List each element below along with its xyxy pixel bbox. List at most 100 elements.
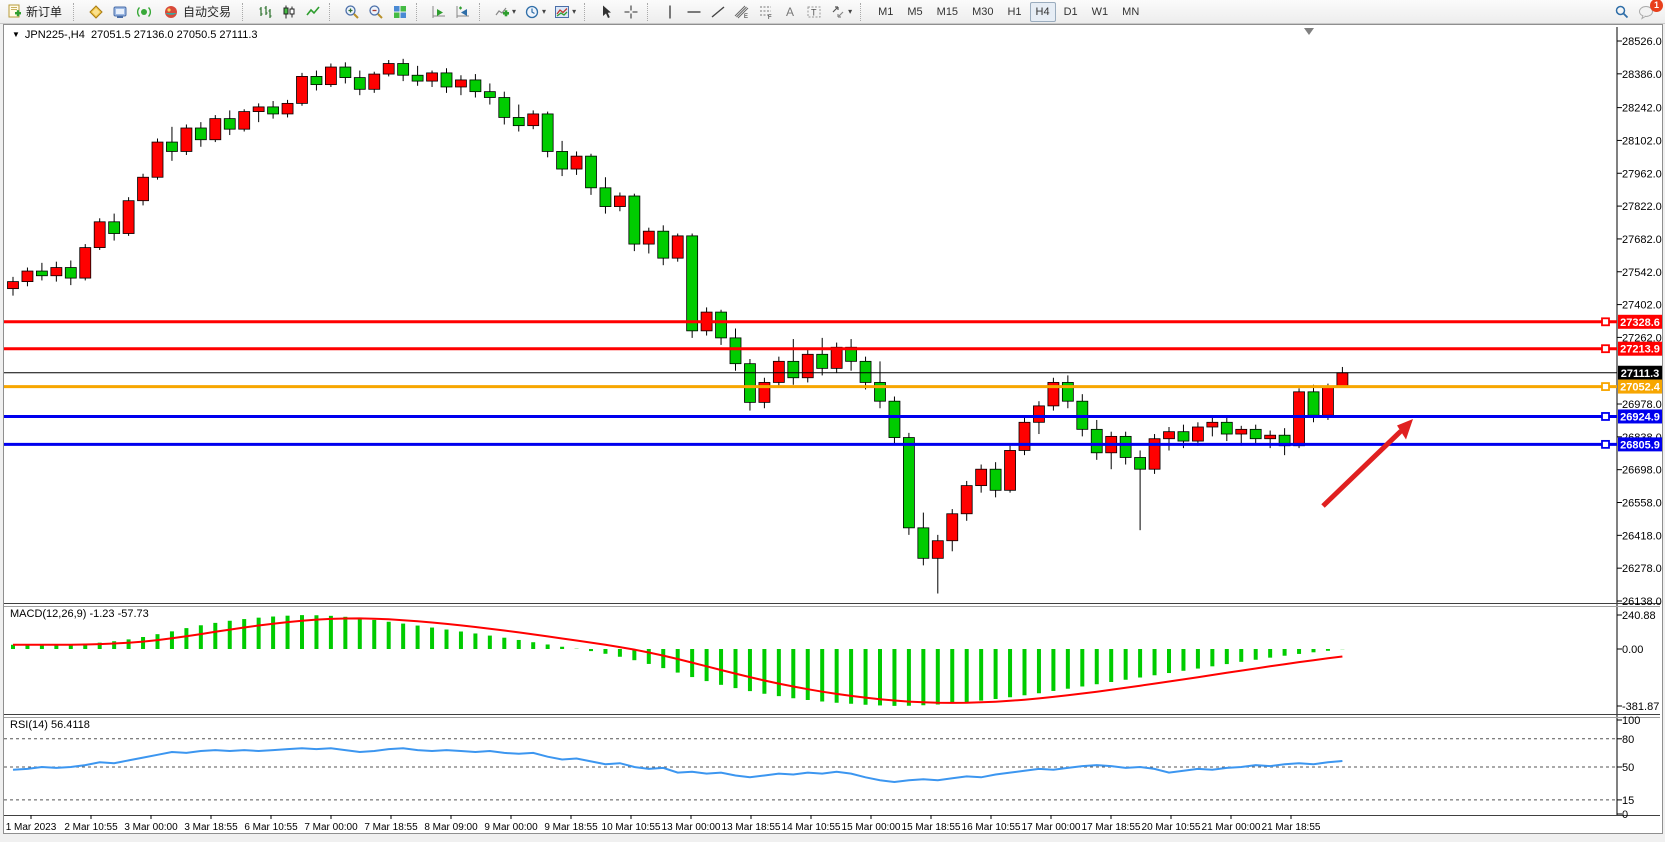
rsi-axis-label: 50: [1622, 762, 1634, 774]
zoom-out-button[interactable]: [365, 2, 387, 22]
candlestick-icon: [283, 5, 295, 18]
pivot-line-handle[interactable]: [1601, 382, 1610, 391]
bar-chart-button[interactable]: [254, 2, 276, 22]
notifications-button[interactable]: 1: [1635, 0, 1663, 22]
candle-bullish: [1264, 434, 1277, 440]
signal-button[interactable]: [133, 2, 155, 22]
gold-button[interactable]: [85, 2, 107, 22]
candle-bearish: [267, 106, 280, 115]
support-line-2-handle[interactable]: [1601, 439, 1610, 449]
candle-bearish: [874, 382, 886, 402]
equidistant-channel-button[interactable]: E: [731, 2, 753, 22]
search-button[interactable]: [1611, 2, 1633, 22]
arrow-annotation[interactable]: [1321, 419, 1413, 508]
new-order-label: 新订单: [26, 5, 63, 19]
new-order-button[interactable]: 新订单: [1, 2, 68, 22]
auto-scroll-button[interactable]: [428, 2, 450, 22]
support-line-1-handle[interactable]: [1601, 412, 1610, 421]
time-label: 7 Mar 18:55: [364, 822, 418, 833]
horizontal-line-button[interactable]: [683, 2, 705, 22]
vertical-line-button[interactable]: [659, 2, 681, 22]
candle-bearish: [1119, 435, 1132, 458]
templates-button[interactable]: ▾: [551, 2, 579, 22]
timeframe-h1[interactable]: H1: [1007, 5, 1022, 18]
price-tick-label: 26698.0: [1622, 465, 1662, 477]
timeframe-mn[interactable]: MN: [1122, 5, 1140, 18]
price-badge-text: 27111.3: [1621, 368, 1660, 380]
chart-canvas[interactable]: 28526.0 28386.0 28242.0 28102.0 27962.0 27822…: [4, 25, 1662, 833]
new-order-icon: [8, 4, 21, 18]
tile-windows-button[interactable]: [389, 2, 411, 22]
candle-bearish: [483, 91, 496, 98]
timeframe-h4[interactable]: H4: [1029, 1, 1056, 22]
zoom-out-icon: [369, 4, 383, 19]
candle-bearish: [498, 97, 511, 118]
separator: [242, 2, 250, 21]
chart-shift-button[interactable]: [452, 2, 474, 22]
candle-bearish: [744, 363, 756, 403]
crosshair-button[interactable]: [620, 2, 642, 22]
shapes-icon: [832, 5, 844, 18]
trendline-button[interactable]: [707, 2, 729, 22]
time-label: 2 Mar 10:55: [64, 822, 118, 833]
chart-shift-marker[interactable]: [1304, 28, 1314, 35]
price-tick-label: 26138.0: [1622, 596, 1662, 608]
timeframe-w1[interactable]: W1: [1091, 5, 1109, 18]
shapes-button[interactable]: ▾: [827, 2, 855, 22]
autotrading-button[interactable]: 自动交易: [157, 2, 237, 22]
time-label: 21 Mar 18:55: [1262, 822, 1321, 833]
candle-bearish: [397, 63, 410, 76]
candlestick-button[interactable]: [278, 2, 300, 22]
periods-button[interactable]: ▾: [521, 2, 549, 22]
time-label: 9 Mar 18:55: [544, 822, 598, 833]
candle-bearish: [585, 155, 597, 189]
zoom-in-button[interactable]: [341, 2, 363, 22]
time-axis[interactable]: 1 Mar 2023 2 Mar 10:55 3 Mar 00:00 3 Mar 18…: [6, 815, 1321, 833]
resistance-line-2-handle[interactable]: [1601, 344, 1610, 354]
autotrading-icon: [165, 5, 178, 18]
candle-bullish: [1322, 385, 1334, 416]
candle-bullish: [1004, 450, 1016, 491]
candle-bullish: [570, 155, 583, 170]
price-axis[interactable]: 28526.0 28386.0 28242.0 28102.0 27962.0 27822…: [1617, 36, 1662, 608]
candle-bullish: [296, 76, 308, 104]
candle-bullish: [1336, 372, 1349, 388]
timeframe-d1[interactable]: D1: [1063, 5, 1078, 18]
candle-bearish: [1090, 428, 1103, 454]
text-label-button[interactable]: T: [803, 2, 825, 22]
price-badge: [1618, 365, 1662, 380]
timeframe-m30[interactable]: M30: [972, 5, 994, 18]
price-tick-label: 27402.0: [1622, 300, 1662, 312]
candle-bearish: [556, 151, 568, 170]
price-tick-label: 26278.0: [1622, 563, 1662, 575]
terminal-button[interactable]: [109, 2, 131, 22]
indicators-button[interactable]: ▾: [491, 2, 519, 22]
window-menu-arrow-icon[interactable]: ▼: [12, 30, 20, 39]
text-button[interactable]: A: [779, 2, 801, 22]
gold-icon: [89, 4, 103, 19]
toolbar: 新订单 自动交易: [0, 0, 1665, 24]
line-chart-button[interactable]: [302, 2, 324, 22]
candle-bearish: [166, 141, 178, 152]
search-icon: [1615, 5, 1629, 18]
rsi-line: [12, 747, 1343, 784]
fibonacci-button[interactable]: F: [755, 2, 777, 22]
resistance-line-1-handle[interactable]: [1601, 317, 1610, 327]
candle-bullish: [1192, 426, 1204, 442]
timeframe-m15[interactable]: M15: [936, 5, 959, 18]
hline-objects: 27328.6 27213.9 27111.3 27052.4 26924.9 26805…: [4, 314, 1662, 452]
chart-title: ▼ JPN225-,H4 27051.5 27136.0 27050.5 2711…: [12, 29, 258, 41]
timeframe-m5[interactable]: M5: [907, 5, 923, 18]
timeframe-m1[interactable]: M1: [878, 5, 894, 18]
candle-bearish: [194, 127, 207, 141]
auto-scroll-icon: [432, 5, 446, 18]
candle-bullish: [772, 360, 785, 383]
horizontal-line-icon: [687, 10, 701, 13]
time-label: 15 Mar 00:00: [842, 822, 901, 833]
cursor-button[interactable]: [596, 2, 618, 22]
price-tick-label: 27542.0: [1622, 267, 1662, 279]
chart-window: 28526.0 28386.0 28242.0 28102.0 27962.0 27822…: [3, 24, 1663, 834]
text-label-icon: T: [807, 6, 821, 17]
candle-bullish: [960, 485, 973, 515]
